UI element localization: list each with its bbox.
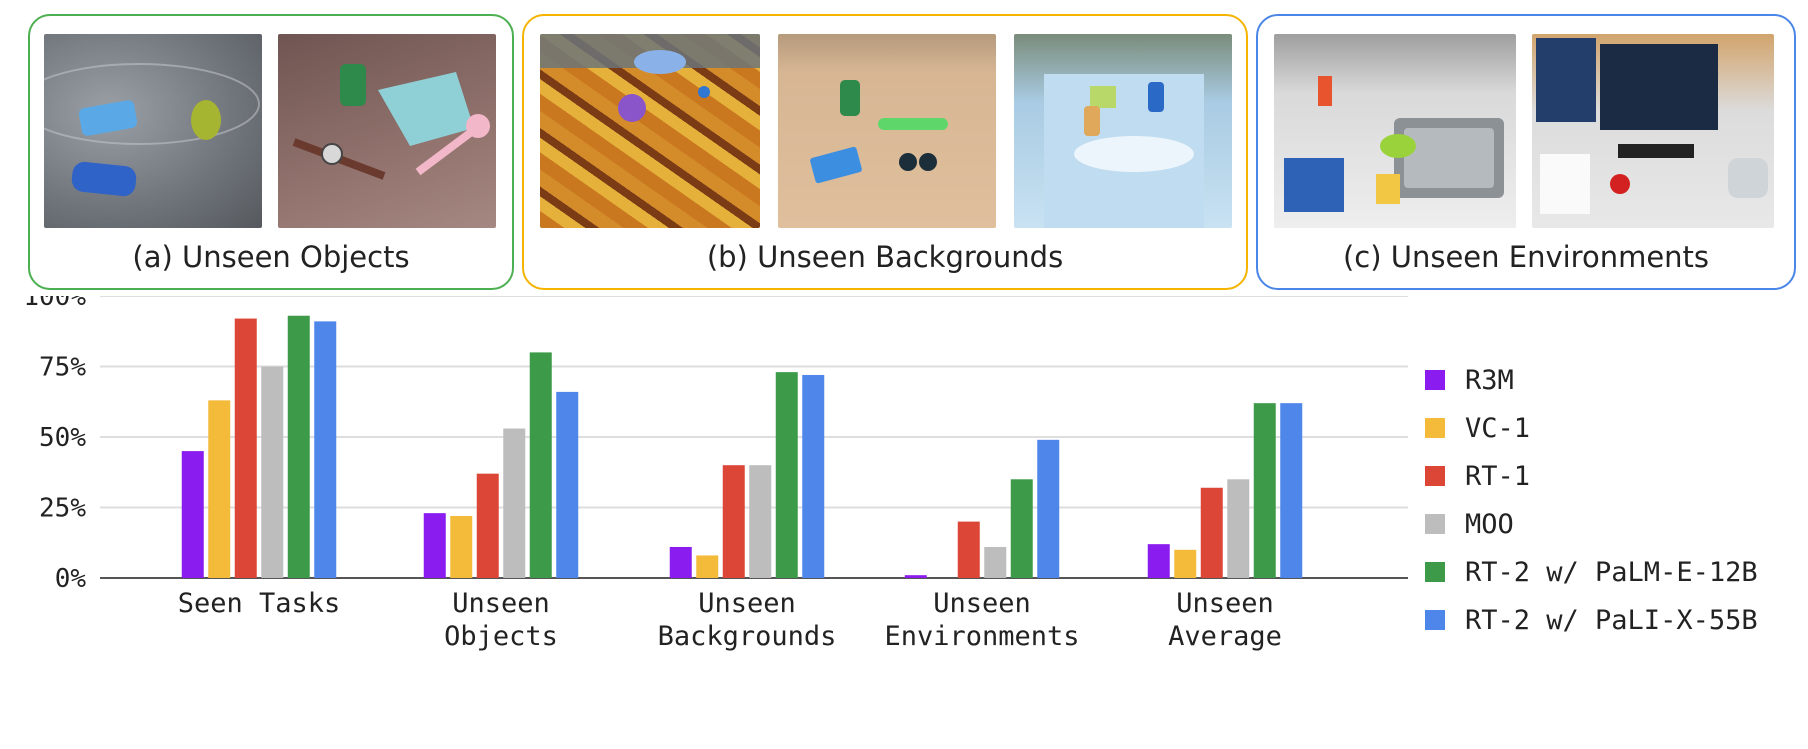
x-category-label: Unseen (1176, 588, 1274, 619)
photo-backgrounds-2-illustration (810, 80, 948, 184)
y-tick-label: 25% (39, 494, 86, 524)
bar-moo-cat4 (1227, 479, 1250, 578)
photo-objects-1 (44, 34, 262, 228)
x-category-label: Backgrounds (658, 621, 837, 652)
y-tick-label: 0% (55, 564, 87, 594)
bar-rt-1-cat3 (957, 521, 980, 578)
bar-rt-2-w-pali-x-55b-cat0 (314, 321, 337, 578)
photo-backgrounds-3 (1014, 34, 1232, 228)
photo-environments-1 (1274, 34, 1516, 228)
bar-rt-2-w-pali-x-55b-cat4 (1280, 403, 1303, 578)
legend-swatch-moo (1425, 514, 1445, 534)
bar-moo-cat3 (984, 546, 1007, 578)
bar-rt-2-w-palm-e-12b-cat0 (287, 315, 310, 578)
legend-label-rt1: RT-1 (1465, 460, 1531, 492)
legend-item-r3m: R3M (1425, 356, 1758, 404)
x-category-label: Average (1168, 621, 1282, 652)
bar-vc-1-cat1 (450, 515, 473, 578)
bar-r3m-cat1 (423, 513, 446, 578)
panel-unseen-environments: (c) Unseen Environments (1256, 14, 1796, 290)
photo-environments-2 (1532, 34, 1774, 228)
panel-label-objects: (a) Unseen Objects (132, 240, 410, 274)
bar-rt-2-w-palm-e-12b-cat2 (775, 372, 798, 578)
legend-label-rt2-pali: RT-2 w/ PaLI-X-55B (1465, 604, 1758, 636)
legend-item-rt2-palm: RT-2 w/ PaLM-E-12B (1425, 548, 1758, 596)
legend-item-rt2-pali: RT-2 w/ PaLI-X-55B (1425, 596, 1758, 644)
y-tick-label: 50% (39, 423, 86, 453)
bar-rt-1-cat1 (476, 473, 499, 578)
chart-bars (181, 315, 1303, 578)
bar-r3m-cat2 (669, 546, 692, 578)
x-axis-categories: Seen Tasks UnseenObjectsUnseenBackgrounds… (178, 588, 1282, 652)
legend-label-moo: MOO (1465, 508, 1514, 540)
photo-backgrounds-2 (778, 34, 996, 228)
photo-objects-2 (278, 34, 496, 228)
bar-chart: 0%25%50%75%100% Seen Tasks UnseenObjectsU… (23, 296, 1408, 652)
chart-legend: R3M VC-1 RT-1 MOO RT-2 w/ PaLM-E-12B RT-… (1425, 356, 1758, 644)
legend-item-rt1: RT-1 (1425, 452, 1758, 500)
bar-rt-1-cat4 (1200, 487, 1223, 578)
bar-moo-cat2 (749, 465, 772, 578)
y-tick-label: 100% (23, 296, 86, 312)
legend-label-rt2-palm: RT-2 w/ PaLM-E-12B (1465, 556, 1758, 588)
x-category-label: Objects (444, 621, 558, 652)
bar-rt-1-cat0 (234, 318, 257, 578)
bar-rt-2-w-palm-e-12b-cat4 (1253, 403, 1276, 578)
photo-backgrounds-1 (540, 34, 760, 228)
bar-moo-cat0 (261, 366, 284, 578)
bar-rt-2-w-palm-e-12b-cat3 (1010, 479, 1033, 578)
panel-unseen-backgrounds: (b) Unseen Backgrounds (522, 14, 1248, 290)
legend-swatch-rt2-palm (1425, 562, 1445, 582)
legend-swatch-vc1 (1425, 418, 1445, 438)
bar-r3m-cat0 (181, 451, 204, 578)
y-axis-ticks: 0% 25% 50% 75% 100% (23, 296, 86, 594)
bar-rt-2-w-palm-e-12b-cat1 (529, 352, 552, 578)
panel-label-backgrounds: (b) Unseen Backgrounds (706, 240, 1064, 274)
bar-vc-1-cat0 (208, 400, 231, 578)
photo-objects-1-illustration (44, 63, 260, 197)
bar-vc-1-cat4 (1174, 549, 1197, 578)
legend-swatch-rt1 (1425, 466, 1445, 486)
x-category-label: Environments (884, 621, 1079, 652)
bar-rt-2-w-pali-x-55b-cat1 (556, 391, 579, 578)
legend-label-r3m: R3M (1465, 364, 1514, 396)
bar-vc-1-cat2 (696, 555, 719, 578)
legend-item-moo: MOO (1425, 500, 1758, 548)
bar-rt-2-w-pali-x-55b-cat3 (1037, 439, 1060, 578)
photo-environments-1-illustration (1284, 76, 1504, 212)
bar-moo-cat1 (503, 428, 526, 578)
x-category-label: Seen Tasks (178, 588, 341, 619)
bar-rt-1-cat2 (722, 465, 745, 578)
legend-swatch-rt2-pali (1425, 610, 1445, 630)
photo-objects-2-illustration (292, 64, 490, 180)
bar-r3m-cat4 (1147, 544, 1170, 578)
bar-rt-2-w-pali-x-55b-cat2 (802, 374, 825, 578)
photo-backgrounds-1-illustration (540, 34, 760, 122)
x-category-label: Unseen (933, 588, 1031, 619)
x-category-label: Unseen (698, 588, 796, 619)
photo-backgrounds-3-illustration (1044, 74, 1204, 228)
legend-item-vc1: VC-1 (1425, 404, 1758, 452)
panel-label-environments: (c) Unseen Environments (1342, 240, 1710, 274)
photo-environments-2-illustration (1536, 38, 1768, 214)
legend-label-vc1: VC-1 (1465, 412, 1531, 444)
y-tick-label: 75% (39, 353, 86, 383)
x-category-label: Unseen (452, 588, 550, 619)
bar-r3m-cat3 (904, 575, 927, 578)
panel-unseen-objects: (a) Unseen Objects (28, 14, 514, 290)
legend-swatch-r3m (1425, 370, 1445, 390)
